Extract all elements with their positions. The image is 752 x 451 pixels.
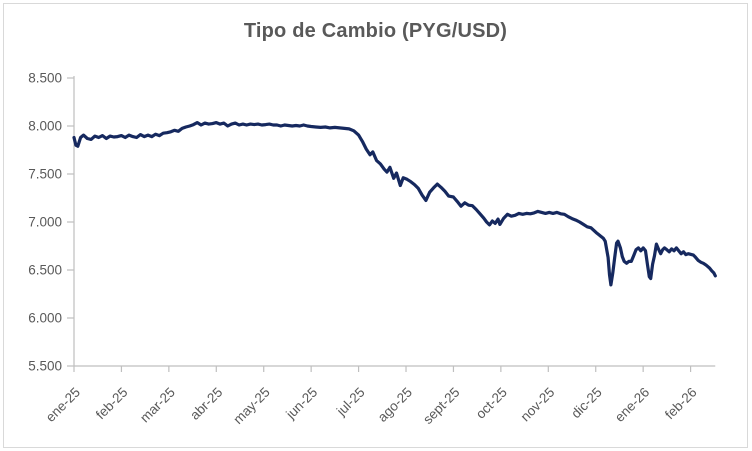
y-axis-tick-label: 7.000 [28,215,62,230]
chart-title: Tipo de Cambio (PYG/USD) [243,20,508,42]
x-axis-label-jul-25: jul-25 [333,385,368,420]
x-axis-label-ene-25: ene-25 [43,385,83,425]
x-axis-label-ene-26: ene-26 [612,385,652,425]
x-axis-label-may-25: may-25 [230,385,272,427]
y-axis-tick-label: 7.500 [28,167,62,182]
x-axis-label-ago-25: ago-25 [375,385,415,425]
exchange-rate-line-chart: 8.500 8.000 7.500 7.000 6.500 6.000 5.500 ene-2… [28,71,717,427]
x-axis-label-mar-25: mar-25 [137,385,178,426]
y-axis-tick-label: 6.500 [28,263,62,278]
y-axis-tick-label: 8.500 [28,71,62,86]
x-axis-label-dic-25: dic-25 [568,385,605,422]
exchange-rate-series-line [72,120,717,287]
x-axis-label-feb-26: feb-26 [662,385,700,423]
x-axis-label-jun-25: jun-25 [282,385,320,423]
y-axis-tick-label: 6.000 [28,311,62,326]
chart-container: Tipo de Cambio (PYG/USD) 8.500 8.000 7.500… [3,3,748,448]
x-axis-label-oct-25: oct-25 [473,385,510,422]
x-axis-label-abr-25: abr-25 [187,385,225,423]
y-axis-tick-label: 5.500 [28,359,62,374]
y-axis-tick-label: 8.000 [28,119,62,134]
x-axis-label-nov-25: nov-25 [518,385,558,425]
x-axis-label-sept-25: sept-25 [420,385,462,427]
x-axis-label-feb-25: feb-25 [93,385,131,423]
